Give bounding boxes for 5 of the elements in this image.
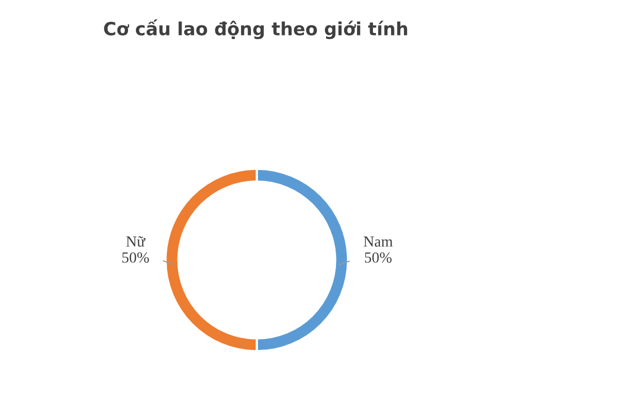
slice-label: Nam bbox=[364, 236, 393, 247]
slice-label: Nữ bbox=[126, 236, 146, 247]
chart-title: Cơ cấu lao động theo giới tính bbox=[104, 19, 408, 40]
data-label: 50% bbox=[122, 252, 149, 263]
data-label: 50% bbox=[364, 252, 392, 263]
